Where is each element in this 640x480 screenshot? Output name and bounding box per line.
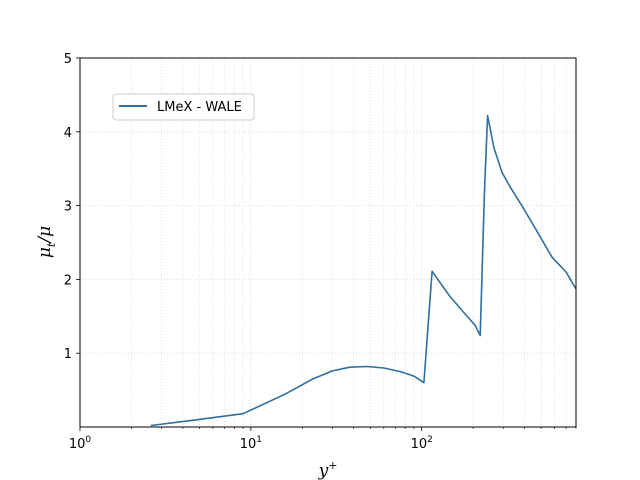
x-tick-label-exp: 0 (85, 435, 91, 445)
x-tick-label-exp: 2 (427, 435, 433, 445)
y-tick-label: 2 (64, 273, 72, 288)
plot-frame (79, 57, 577, 428)
x-tick-label-base: 10 (411, 437, 428, 452)
y-axis-label-tail: /μ (35, 226, 55, 245)
x-tick-label: 102 (411, 435, 433, 452)
x-axis-label-sup: + (328, 459, 337, 472)
y-tick-label: 4 (64, 126, 72, 141)
x-axis-label-main: y (318, 461, 329, 480)
y-axis-label-main: μ (35, 247, 55, 258)
legend-label: LMeX - WALE (157, 100, 242, 115)
y-axis-label-sub: t (45, 242, 58, 247)
x-axis-label: y+ (318, 459, 338, 480)
series-layer (150, 114, 577, 427)
x-axis: 100 101 102 (69, 427, 577, 452)
y-tick-label: 5 (64, 52, 72, 67)
y-tick-label: 3 (64, 200, 72, 215)
x-tick-label-base: 10 (240, 437, 257, 452)
x-tick-label: 101 (240, 435, 262, 452)
legend: LMeX - WALE (112, 93, 255, 121)
x-tick-label-base: 10 (69, 437, 86, 452)
y-axis-label: μt/μ (35, 226, 58, 258)
series-line (150, 114, 577, 427)
x-tick-label-exp: 1 (256, 435, 262, 445)
x-tick-label: 100 (69, 435, 92, 452)
y-tick-label: 1 (64, 347, 72, 362)
y-axis: 1 2 3 4 5 (64, 52, 80, 362)
legend-box (112, 93, 255, 121)
